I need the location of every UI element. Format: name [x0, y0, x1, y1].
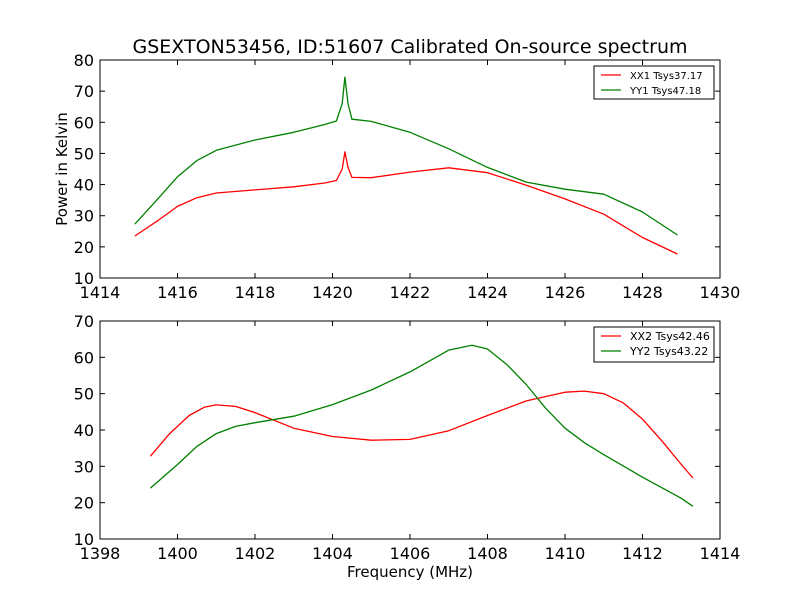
y-tick-label: 40: [74, 176, 94, 195]
y-tick-label: 70: [74, 82, 94, 101]
x-tick-label: 1424: [467, 283, 508, 302]
legend: XX2 Tsys42.46 YY2 Tsys43.22: [593, 326, 715, 363]
series-line-xx2: [149, 390, 694, 479]
x-tick-label: 1410: [545, 544, 586, 563]
y-tick-label: 20: [74, 238, 94, 257]
y-tick-label: 10: [74, 530, 94, 549]
top-panel: 1414 1416 1418 1420 1422 1424 1426 1428 1430 10 20…: [53, 51, 740, 302]
y-axis-label: Power in Kelvin: [53, 112, 71, 226]
x-tick-label: 1426: [545, 283, 586, 302]
x-tick-label: 1408: [467, 544, 508, 563]
y-tick-label: 20: [74, 494, 94, 513]
y-tick-label: 80: [74, 51, 94, 70]
y-tick-label: 60: [74, 348, 94, 367]
legend-entry-label: YY1 Tsys47.18: [629, 86, 701, 97]
legend-box: [593, 326, 715, 363]
x-axis-label: Frequency (MHz): [347, 563, 473, 581]
y-tick-label: 50: [74, 144, 94, 163]
y-tick-label: 10: [74, 269, 94, 288]
x-tick-label: 1430: [700, 283, 741, 302]
x-tick-label: 1422: [390, 283, 431, 302]
legend-box: [593, 65, 715, 100]
x-tick-label: 1404: [312, 544, 353, 563]
x-tick-label: 1402: [235, 544, 276, 563]
y-tick-label: 30: [74, 207, 94, 226]
x-tick-label: 1428: [622, 283, 663, 302]
legend: XX1 Tsys37.17 YY1 Tsys47.18: [593, 65, 715, 100]
x-tick-label: 1398: [80, 544, 121, 563]
x-tick-label: 1412: [622, 544, 663, 563]
y-tick-label: 30: [74, 457, 94, 476]
y-tick-label: 40: [74, 421, 94, 440]
x-tick-label: 1416: [157, 283, 198, 302]
x-tick-label: 1406: [390, 544, 431, 563]
x-tick-label: 1414: [80, 283, 121, 302]
y-tick-label: 60: [74, 113, 94, 132]
x-tick-label: 1418: [235, 283, 276, 302]
y-tick-label: 70: [74, 312, 94, 331]
series-line-yy1: [134, 76, 678, 236]
x-tick-label: 1400: [157, 544, 198, 563]
legend-entry-label: YY2 Tsys43.22: [629, 345, 708, 358]
legend-entry-label: XX1 Tsys37.17: [630, 71, 703, 82]
chart-title: GSEXTON53456, ID:51607 Calibrated On-sou…: [133, 36, 688, 58]
y-tick-label: 50: [74, 385, 94, 404]
bottom-panel: 1398 1400 1402 1404 1406 1408 1410 1412 1414 10 20…: [74, 312, 741, 581]
x-tick-label: 1420: [312, 283, 353, 302]
series-line-xx1: [134, 151, 678, 255]
x-tick-label: 1414: [700, 544, 741, 563]
legend-entry-label: XX2 Tsys42.46: [630, 330, 710, 343]
series-line-yy2: [149, 344, 694, 507]
